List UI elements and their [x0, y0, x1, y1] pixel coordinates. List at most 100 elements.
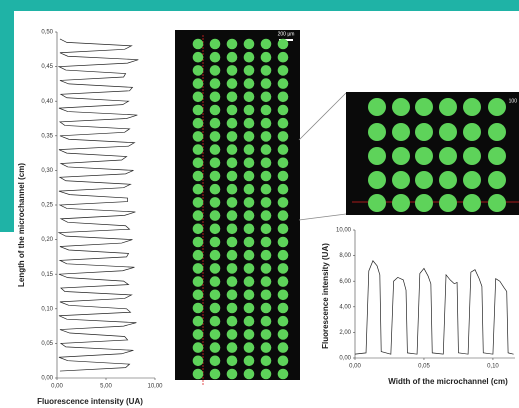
spot	[278, 118, 289, 129]
spot	[463, 194, 481, 212]
spot	[193, 369, 204, 380]
spot	[261, 210, 272, 221]
spot	[193, 329, 204, 340]
spot	[210, 65, 221, 76]
spot	[193, 210, 204, 221]
spot	[210, 237, 221, 248]
spot	[244, 290, 255, 301]
left-band	[0, 0, 14, 232]
spot	[227, 131, 238, 142]
spot	[415, 98, 433, 116]
spot	[244, 224, 255, 235]
spot	[278, 171, 289, 182]
spot	[193, 105, 204, 116]
spot	[227, 171, 238, 182]
spot	[244, 276, 255, 287]
spot	[261, 290, 272, 301]
y-tick-label: 8,00	[339, 253, 351, 259]
spot	[278, 39, 289, 50]
spot	[193, 171, 204, 182]
spot	[193, 184, 204, 195]
spot	[227, 250, 238, 261]
spot	[244, 303, 255, 314]
spot	[227, 303, 238, 314]
scale-bar-label: 200 µm	[278, 31, 295, 37]
spot	[368, 123, 386, 141]
spot	[488, 171, 506, 189]
spot	[278, 210, 289, 221]
y-tick-label: 0,10	[41, 306, 53, 312]
spot	[227, 197, 238, 208]
spot	[415, 194, 433, 212]
spot	[278, 105, 289, 116]
spot	[227, 316, 238, 327]
spot	[244, 329, 255, 340]
spot	[244, 118, 255, 129]
spot	[227, 39, 238, 50]
spot	[227, 369, 238, 380]
spot	[227, 52, 238, 63]
spot	[463, 171, 481, 189]
spot	[392, 98, 410, 116]
spot	[210, 171, 221, 182]
spot	[210, 158, 221, 169]
spot	[415, 147, 433, 165]
spot	[278, 237, 289, 248]
spot	[244, 342, 255, 353]
spot	[193, 78, 204, 89]
spot	[278, 356, 289, 367]
spot	[244, 210, 255, 221]
spot	[210, 342, 221, 353]
spot	[210, 316, 221, 327]
spot	[227, 158, 238, 169]
spot	[488, 194, 506, 212]
y-tick-label: 6,00	[339, 279, 351, 285]
spot	[227, 356, 238, 367]
spot	[193, 144, 204, 155]
spot	[227, 224, 238, 235]
spot	[193, 316, 204, 327]
spot	[193, 158, 204, 169]
spot	[488, 98, 506, 116]
spot	[210, 276, 221, 287]
spot	[193, 224, 204, 235]
spot	[244, 158, 255, 169]
spot	[227, 92, 238, 103]
spot	[261, 158, 272, 169]
spot	[227, 290, 238, 301]
y-tick-label: 0,20	[41, 237, 53, 243]
x-tick-label: 10,00	[147, 384, 163, 390]
spot	[439, 123, 457, 141]
spot	[193, 303, 204, 314]
spot	[278, 303, 289, 314]
y-tick-label: 0,40	[41, 99, 53, 105]
spot	[368, 98, 386, 116]
spot	[439, 98, 457, 116]
spot	[261, 263, 272, 274]
spot	[278, 144, 289, 155]
spot	[244, 105, 255, 116]
spot	[193, 131, 204, 142]
spot	[278, 329, 289, 340]
y-tick-label: 0,35	[41, 133, 53, 139]
spot	[278, 158, 289, 169]
spot	[392, 171, 410, 189]
spot	[261, 39, 272, 50]
spot	[261, 237, 272, 248]
spot	[193, 65, 204, 76]
spot	[488, 123, 506, 141]
spot	[227, 329, 238, 340]
spot	[278, 92, 289, 103]
spot	[278, 131, 289, 142]
spot	[261, 250, 272, 261]
spot	[193, 92, 204, 103]
spot	[227, 276, 238, 287]
spot	[439, 194, 457, 212]
spot	[261, 356, 272, 367]
spot	[439, 171, 457, 189]
x-tick-label: 0,00	[51, 384, 63, 390]
spot	[392, 147, 410, 165]
spot	[193, 197, 204, 208]
spot	[261, 52, 272, 63]
spot	[210, 184, 221, 195]
